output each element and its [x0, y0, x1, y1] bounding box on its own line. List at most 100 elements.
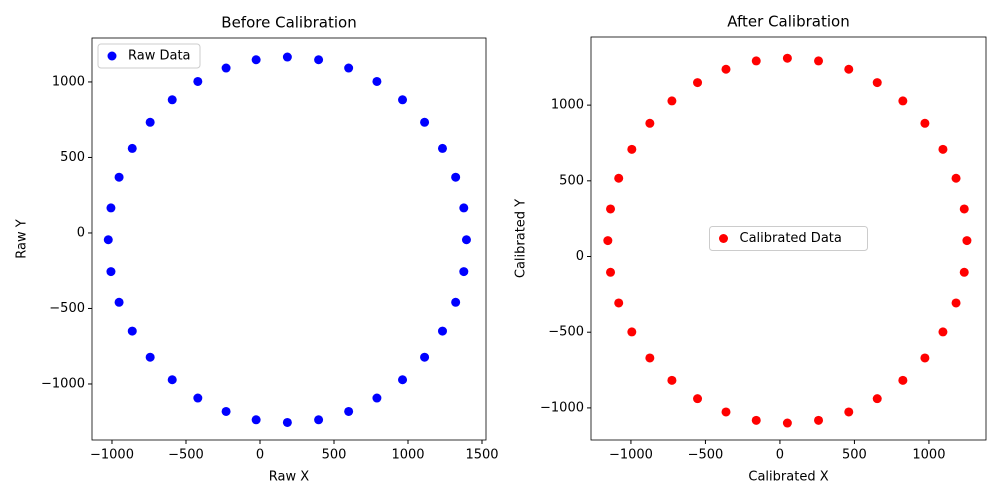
point — [667, 96, 677, 106]
legend-marker — [107, 51, 117, 61]
point — [693, 78, 703, 88]
point — [145, 117, 155, 127]
point — [344, 63, 354, 73]
point — [193, 393, 203, 403]
point — [459, 267, 469, 277]
point — [114, 297, 124, 307]
point — [938, 327, 948, 337]
x-axis-label: Raw X — [269, 470, 309, 485]
point — [814, 56, 824, 66]
y-tick-label: 500 — [559, 173, 584, 188]
point — [114, 172, 124, 182]
point — [962, 236, 972, 246]
point — [127, 143, 137, 153]
point — [344, 406, 354, 416]
point — [872, 78, 882, 88]
y-tick-label: 1000 — [52, 74, 85, 89]
point — [106, 203, 116, 213]
y-tick-label: −500 — [49, 301, 85, 316]
x-tick-label: −1000 — [609, 448, 653, 463]
point — [898, 96, 908, 106]
y-tick-label: −1000 — [41, 376, 85, 391]
y-axis-label: Calibrated Y — [514, 199, 529, 278]
x-tick-label: −1000 — [90, 448, 134, 463]
point — [420, 117, 430, 127]
point — [627, 144, 637, 154]
point — [751, 56, 761, 66]
point — [106, 267, 116, 277]
point — [606, 204, 616, 214]
x-tick-label: 1000 — [912, 448, 945, 463]
point — [603, 236, 613, 246]
point — [844, 407, 854, 417]
legend-box — [709, 226, 868, 251]
point — [721, 64, 731, 74]
point — [614, 298, 624, 308]
point — [145, 352, 155, 362]
point — [938, 144, 948, 154]
point — [959, 204, 969, 214]
y-tick-label: −500 — [548, 325, 584, 340]
x-tick-label: −500 — [688, 448, 724, 463]
point — [645, 353, 655, 363]
y-axis-label: Raw Y — [15, 219, 30, 258]
point — [398, 95, 408, 105]
point — [872, 394, 882, 404]
point — [721, 407, 731, 417]
point — [898, 375, 908, 385]
plot-frame — [590, 36, 987, 441]
legend-marker — [719, 234, 728, 243]
point — [167, 95, 177, 105]
point — [251, 55, 261, 65]
point — [420, 352, 430, 362]
point — [314, 55, 324, 65]
point — [314, 415, 324, 425]
chart-title: After Calibration — [727, 13, 849, 31]
point — [667, 375, 677, 385]
point — [282, 52, 292, 62]
point — [221, 406, 231, 416]
point — [167, 375, 177, 385]
point — [459, 203, 469, 213]
point — [437, 143, 447, 153]
point — [221, 63, 231, 73]
plot-frame — [91, 37, 487, 441]
point — [782, 53, 792, 63]
point — [951, 173, 961, 183]
point — [951, 298, 961, 308]
y-tick-label: 500 — [60, 150, 85, 165]
x-tick-label: 500 — [322, 448, 347, 463]
x-axis-label: Calibrated X — [748, 470, 828, 485]
y-tick-label: 0 — [77, 225, 85, 240]
y-tick-label: 0 — [576, 249, 584, 264]
legend-label: Calibrated Data — [740, 231, 842, 246]
point — [782, 418, 792, 428]
point — [606, 267, 616, 277]
point — [193, 76, 203, 86]
point — [451, 172, 461, 182]
point — [920, 353, 930, 363]
point — [282, 417, 292, 427]
point — [920, 118, 930, 128]
point — [372, 393, 382, 403]
x-tick-label: 1000 — [391, 448, 424, 463]
point — [959, 267, 969, 277]
x-tick-label: 1500 — [465, 448, 498, 463]
x-tick-label: 500 — [842, 448, 867, 463]
point — [251, 415, 261, 425]
point — [437, 326, 447, 336]
point — [398, 375, 408, 385]
point — [814, 415, 824, 425]
point — [627, 327, 637, 337]
point — [614, 173, 624, 183]
legend-label: Raw Data — [128, 49, 191, 64]
point — [844, 64, 854, 74]
point — [645, 118, 655, 128]
point — [451, 297, 461, 307]
x-tick-label: 0 — [776, 448, 784, 463]
y-tick-label: 1000 — [551, 98, 584, 113]
y-tick-label: −1000 — [540, 400, 584, 415]
point — [461, 235, 471, 245]
point — [693, 394, 703, 404]
